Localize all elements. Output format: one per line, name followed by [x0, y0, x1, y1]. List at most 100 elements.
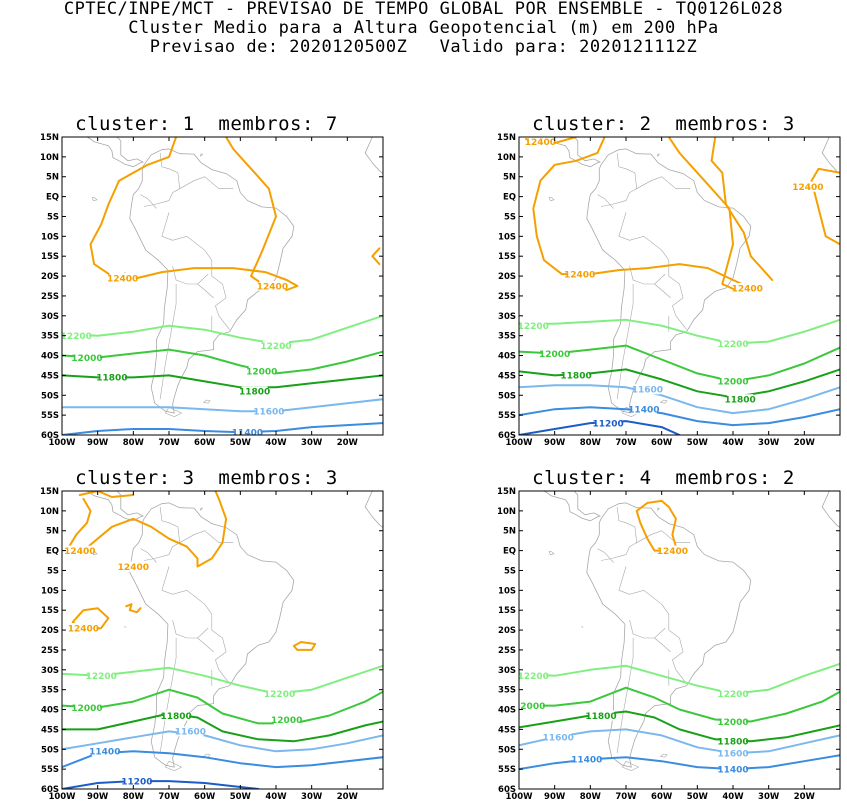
lat-tick-label: EQ	[503, 547, 516, 557]
lat-tick-label: 10N	[40, 153, 59, 163]
lat-tick-label: 10N	[40, 507, 59, 517]
island-coastline	[581, 625, 584, 628]
lat-tick-label: 50S	[498, 745, 516, 755]
contour-label-12200: 12200	[518, 322, 549, 332]
contour-11400	[519, 754, 840, 771]
country-border	[616, 638, 634, 754]
contour-label-bg	[588, 710, 615, 721]
map-border	[61, 136, 384, 436]
contour-label-bg	[241, 386, 268, 397]
country-border	[197, 637, 214, 653]
lat-tick-label: 20S	[498, 272, 516, 282]
contour-label-12000: 12000	[717, 718, 748, 728]
lat-tick-label: 35S	[498, 332, 516, 342]
country-border	[600, 176, 691, 207]
lon-tick-label: 60W	[194, 792, 216, 802]
country-border	[616, 284, 634, 400]
contour-label-12000: 12000	[71, 354, 102, 364]
contour-label-12000: 12000	[514, 702, 545, 712]
contour-label-bg	[720, 376, 746, 387]
map-content: 12400 12400 12200 12200 12000 12000 11800 11800…	[62, 137, 383, 435]
contour-label-bg	[720, 748, 746, 759]
country-border	[159, 152, 180, 189]
contour-11800	[519, 710, 840, 743]
contour-label-12400: 12400	[525, 138, 556, 148]
panel-title: cluster: 3 membros: 3	[75, 467, 338, 489]
map-content: 12400 12400 12400 12200 12200 12000 12000 11800…	[62, 491, 383, 789]
lat-tick-label: 30S	[498, 666, 516, 676]
lat-tick-label: 10S	[498, 586, 516, 596]
lat-tick-label: 5N	[46, 173, 59, 183]
map-panel-cluster-2: cluster: 2 membros: 3 12400 12400 12400 124…	[487, 113, 841, 448]
lon-tick-label: 40W	[722, 438, 744, 448]
contour-label-11400: 11400	[628, 405, 659, 415]
island-coastline	[199, 507, 204, 511]
lon-tick-label: 30W	[301, 438, 323, 448]
lat-tick-label: 45S	[498, 725, 516, 735]
contour-12200	[62, 314, 383, 345]
lat-tick-label: 50S	[498, 391, 516, 401]
contour-label-12000: 12000	[271, 716, 302, 726]
lat-tick-label: 40S	[498, 352, 516, 362]
lat-tick-label: 35S	[41, 332, 59, 342]
lon-tick-label: 30W	[758, 438, 780, 448]
contour-label-12400: 12400	[118, 563, 149, 573]
island-coastline	[659, 399, 668, 404]
contour-label-12400: 12400	[732, 284, 763, 294]
contour-label-bg	[659, 545, 686, 556]
country-border	[618, 566, 687, 684]
contour-label-11400: 11400	[717, 765, 748, 775]
lat-tick-label: 15S	[498, 606, 516, 616]
lat-tick-label: 10S	[498, 232, 516, 242]
contour-label-bg	[70, 623, 97, 634]
contour-label-11600: 11600	[632, 386, 663, 396]
lat-tick-label: 45S	[498, 371, 516, 381]
contour-label-bg	[234, 427, 261, 435]
lon-tick-label: 100W	[505, 438, 533, 448]
lon-tick-label: 70W	[615, 438, 637, 448]
country-border	[143, 176, 234, 207]
lat-tick-label: 5N	[503, 173, 516, 183]
contour-label-bg	[563, 370, 590, 381]
country-border	[140, 548, 157, 563]
lon-tick-label: 30W	[758, 792, 780, 802]
panel-title: cluster: 1 membros: 7	[75, 113, 338, 135]
header-line-3: Previsao de: 2020120500Z Valido para: 20…	[149, 37, 698, 57]
africa-coastline	[821, 491, 840, 528]
lon-tick-label: 60W	[651, 792, 673, 802]
lat-tick-label: 40S	[498, 706, 516, 716]
contour-label-bg	[266, 688, 293, 699]
contour-label-bg	[630, 404, 657, 415]
country-border	[140, 194, 157, 209]
lat-tick-label: 15N	[40, 487, 59, 497]
country-border	[161, 566, 230, 684]
lat-tick-label: 30S	[41, 666, 59, 676]
lat-tick-label: 35S	[498, 686, 516, 696]
island-coastline	[656, 507, 661, 511]
lat-tick-label: 20S	[498, 626, 516, 636]
map-frame: 12400 12400 12400 12400 12200 12200 12000 12000…	[497, 133, 841, 448]
map-content: 12400 12200 12200 12000 12000 11800 11800 11600…	[514, 491, 840, 775]
lon-tick-label: 90W	[87, 792, 109, 802]
contour-label-12400: 12400	[792, 183, 823, 193]
map-frame: 12400 12400 12200 12200 12000 12000 11800 11800…	[40, 133, 384, 448]
contour-label-bg	[255, 406, 282, 417]
country-border	[172, 620, 209, 639]
country-border	[597, 548, 614, 563]
country-border	[600, 530, 691, 561]
contour-12400	[710, 137, 774, 281]
contour-label-11800: 11800	[239, 388, 270, 398]
lat-tick-label: 40S	[41, 352, 59, 362]
country-border	[159, 638, 177, 754]
country-border	[172, 266, 209, 285]
south-america-coastline	[586, 502, 752, 768]
map-border	[518, 136, 841, 436]
island-coastline	[656, 153, 661, 157]
island-coastline	[202, 399, 211, 404]
contour-12200	[519, 318, 840, 345]
contour-label-11600: 11600	[717, 750, 748, 760]
contour-label-bg	[88, 670, 115, 681]
lat-tick-label: 45S	[41, 725, 59, 735]
island-coastline	[91, 551, 98, 555]
contour-12400	[292, 641, 317, 651]
